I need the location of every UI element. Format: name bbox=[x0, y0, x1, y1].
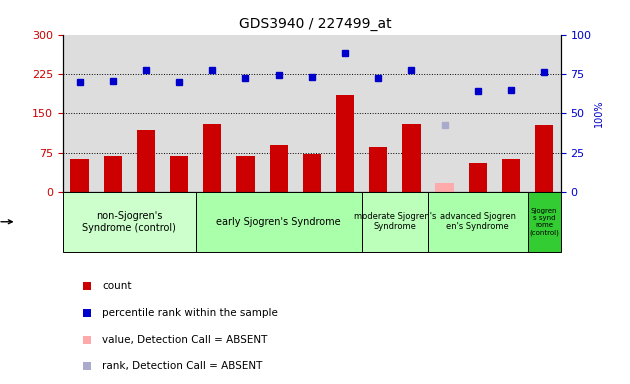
Text: rank, Detection Call = ABSENT: rank, Detection Call = ABSENT bbox=[102, 361, 263, 371]
Bar bbox=[403, 124, 420, 192]
Bar bbox=[63, 192, 196, 252]
Bar bbox=[502, 159, 520, 192]
Text: count: count bbox=[102, 281, 132, 291]
Bar bbox=[270, 145, 288, 192]
Text: moderate Sjogren's
Syndrome: moderate Sjogren's Syndrome bbox=[353, 212, 436, 232]
Bar bbox=[203, 124, 221, 192]
Y-axis label: 100%: 100% bbox=[594, 99, 604, 127]
Text: percentile rank within the sample: percentile rank within the sample bbox=[102, 308, 278, 318]
Text: advanced Sjogren
en's Syndrome: advanced Sjogren en's Syndrome bbox=[440, 212, 516, 232]
Text: disease state: disease state bbox=[0, 217, 12, 227]
Text: value, Detection Call = ABSENT: value, Detection Call = ABSENT bbox=[102, 335, 267, 345]
Bar bbox=[527, 192, 561, 252]
Bar bbox=[428, 192, 527, 252]
Bar bbox=[196, 192, 362, 252]
Text: early Sjogren's Syndrome: early Sjogren's Syndrome bbox=[216, 217, 341, 227]
Bar bbox=[137, 130, 155, 192]
Text: non-Sjogren's
Syndrome (control): non-Sjogren's Syndrome (control) bbox=[83, 211, 176, 233]
Bar bbox=[535, 125, 553, 192]
Bar bbox=[303, 154, 321, 192]
Bar bbox=[104, 156, 122, 192]
Bar bbox=[369, 147, 387, 192]
Bar bbox=[336, 95, 354, 192]
Bar bbox=[236, 156, 255, 192]
Bar bbox=[435, 182, 454, 192]
Bar bbox=[170, 156, 188, 192]
Text: Sjogren
s synd
rome
(control): Sjogren s synd rome (control) bbox=[529, 208, 559, 235]
Bar bbox=[71, 159, 89, 192]
Bar bbox=[469, 163, 487, 192]
Bar bbox=[362, 192, 428, 252]
Text: GDS3940 / 227499_at: GDS3940 / 227499_at bbox=[239, 17, 391, 31]
